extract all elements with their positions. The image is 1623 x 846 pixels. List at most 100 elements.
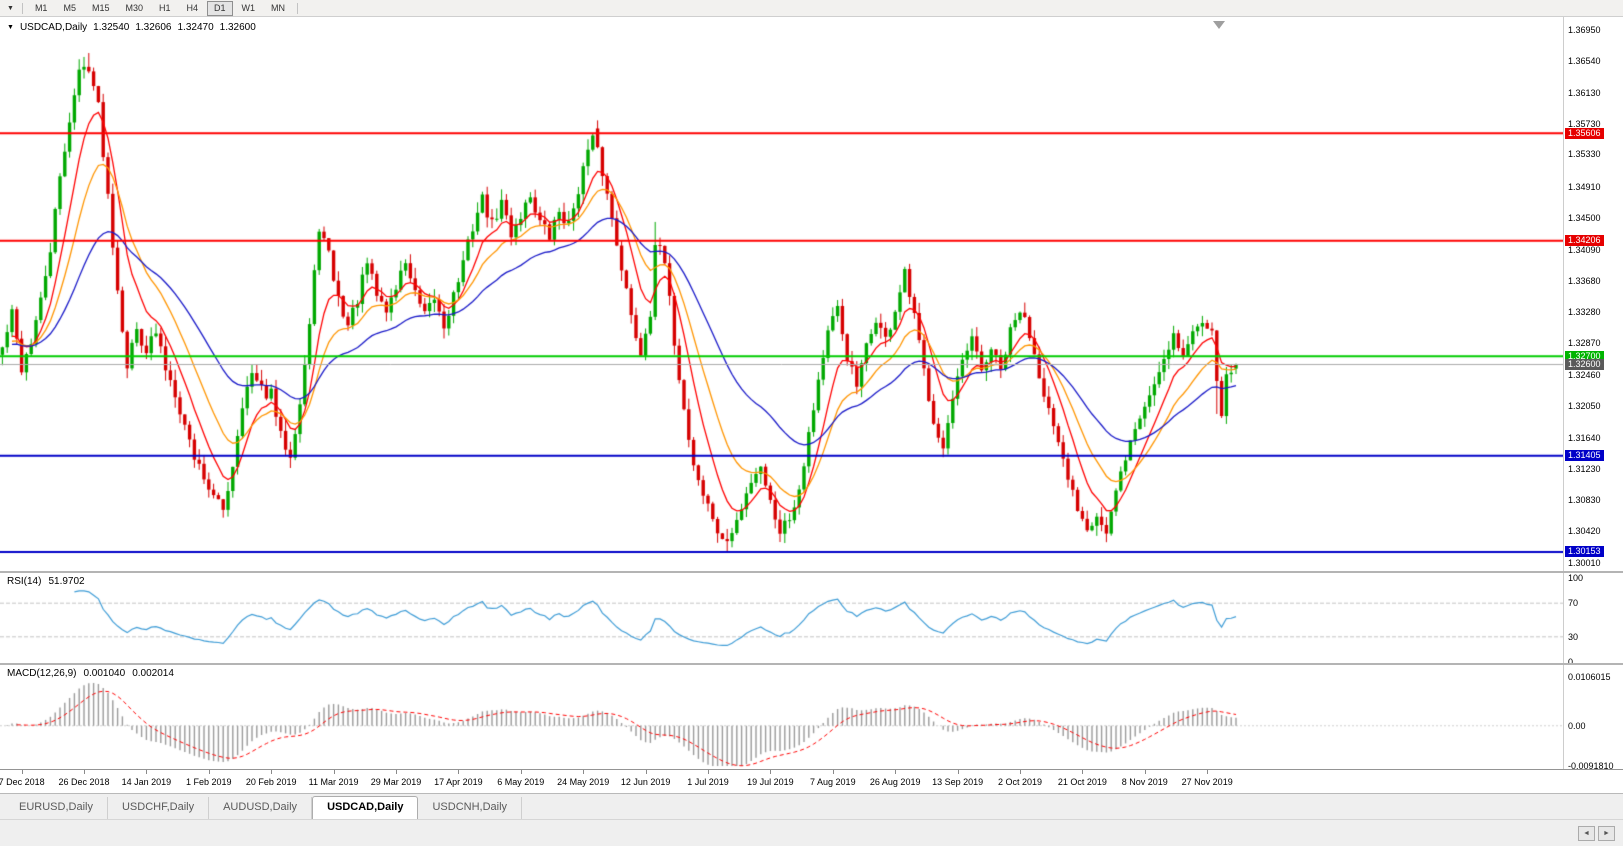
rsi-axis-tick: 30 [1568, 631, 1579, 642]
date-tick-mark [895, 770, 897, 774]
timeframe-buttons: M1 M5 M15 M30 H1 H4 D1 W1 MN [27, 0, 293, 16]
chart-tab-audusd[interactable]: AUDUSD,Daily [209, 797, 313, 819]
price-axis-tick: 1.33680 [1568, 276, 1601, 287]
macd-value-signal: 0.002014 [132, 668, 174, 679]
timeframe-toolbar: ▼ M1 M5 M15 M30 H1 H4 D1 W1 MN [0, 0, 1623, 17]
date-axis-label: 1 Feb 2019 [186, 777, 232, 787]
bottom-scrollbar: ◄ ► [0, 819, 1623, 846]
date-tick-mark [396, 770, 397, 774]
price-chart-canvas[interactable] [0, 17, 1563, 571]
date-axis-label: 13 Sep 2019 [932, 777, 984, 787]
date-tick-mark [271, 770, 273, 774]
macd-indicator-pane: MACD(12,26,9) 0.001040 0.002014 0.010601… [0, 665, 1623, 771]
timeframe-button-m15[interactable]: M15 [91, 2, 110, 13]
price-axis-tick: 1.35730 [1568, 118, 1601, 129]
chart-tab-usdcad[interactable]: USDCAD,Daily [312, 796, 419, 820]
macd-axis: 0.0106015 0.00 -0.0091810 [1563, 665, 1623, 771]
timeframe-button-m30[interactable]: M30 [125, 2, 143, 13]
scroll-right-button[interactable]: ► [1598, 826, 1615, 841]
date-tick-mark [458, 770, 460, 774]
chart-tab-bar: EURUSD,Daily USDCHF,Daily AUDUSD,Daily USDC… [0, 793, 1623, 820]
price-axis[interactable]: 1.36950 1.36540 1.36130 1.35730 1.35330 1.349… [1563, 17, 1623, 571]
chart-shift-marker-icon[interactable] [1213, 21, 1225, 29]
macd-axis-tick: 0.00 [1568, 720, 1586, 731]
date-axis-label: 7 Aug 2019 [810, 777, 856, 787]
date-axis-label: 20 Feb 2019 [245, 777, 297, 787]
date-axis-label: 14 Jan 2019 [121, 777, 172, 787]
date-axis-label: 21 Oct 2019 [1057, 777, 1107, 787]
rsi-axis-tick: 70 [1568, 598, 1579, 609]
date-axis-label: 19 Jul 2019 [747, 777, 794, 787]
date-axis-label: 17 Apr 2019 [434, 777, 483, 787]
price-axis-tick: 1.32870 [1568, 338, 1601, 349]
date-axis[interactable]: 7 Dec 2018 26 Dec 2018 14 Jan 2019 1 Feb 20… [0, 769, 1623, 793]
timeframe-button-w1[interactable]: W1 [241, 2, 256, 13]
price-tag: 1.30153 [1565, 546, 1604, 558]
date-tick-mark [832, 770, 834, 774]
chart-tab-eurusd[interactable]: EURUSD,Daily [5, 797, 108, 819]
date-tick-mark [1082, 770, 1084, 774]
chart-tab-usdcnh[interactable]: USDCNH,Daily [418, 797, 523, 819]
rsi-name: RSI(14) [7, 576, 42, 587]
date-axis-label: 1 Jul 2019 [687, 777, 729, 787]
main-chart-pane: ▼ USDCAD,Daily 1.32540 1.32606 1.32470 1… [0, 17, 1623, 571]
timeframe-button-m1[interactable]: M1 [34, 2, 48, 13]
macd-axis-tick: -0.0091810 [1568, 761, 1614, 771]
price-axis-tick: 1.34090 [1568, 244, 1601, 255]
date-tick-mark [1020, 770, 1021, 774]
price-tag: 1.31405 [1565, 450, 1604, 462]
date-axis-label: 8 Nov 2019 [1121, 777, 1168, 787]
date-tick-mark [146, 770, 148, 774]
scroll-left-button[interactable]: ◄ [1578, 826, 1595, 841]
timeframe-button-h1[interactable]: H1 [159, 2, 171, 13]
date-axis-label: 7 Dec 2018 [0, 777, 45, 787]
rsi-value: 51.9702 [48, 576, 85, 587]
date-axis-label: 27 Nov 2019 [1181, 777, 1233, 787]
chart-symbol-label: USDCAD,Daily [19, 22, 88, 33]
date-tick-mark [645, 770, 647, 774]
date-tick-mark [520, 770, 522, 774]
timeframe-button-h4[interactable]: H4 [186, 2, 199, 13]
date-axis-label: 11 Mar 2019 [308, 777, 359, 787]
price-axis-tick: 1.34910 [1568, 181, 1601, 192]
macd-indicator-canvas[interactable] [0, 665, 1563, 769]
rsi-indicator-canvas[interactable] [0, 573, 1563, 663]
date-tick-mark [583, 770, 585, 774]
price-axis-tick: 1.30420 [1568, 526, 1601, 537]
date-axis-label: 26 Dec 2018 [58, 777, 110, 787]
price-axis-tick: 1.32050 [1568, 401, 1601, 412]
price-axis-tick: 1.31230 [1568, 464, 1601, 475]
dropdown-arrow-icon[interactable]: ▼ [7, 4, 14, 12]
macd-label: MACD(12,26,9) 0.001040 0.002014 [7, 668, 174, 679]
date-axis-label: 2 Oct 2019 [997, 777, 1043, 787]
rsi-axis-tick: 0 [1568, 657, 1574, 667]
date-axis-label: 12 Jun 2019 [620, 777, 671, 787]
chart-tab-usdchf[interactable]: USDCHF,Daily [108, 797, 210, 819]
toolbar-separator [21, 2, 23, 14]
price-axis-tick: 1.31640 [1568, 432, 1601, 443]
price-axis-tick: 1.33280 [1568, 306, 1601, 317]
timeframe-button-m5[interactable]: M5 [63, 2, 76, 13]
panel-splitter[interactable] [0, 571, 1623, 573]
timeframe-button-mn[interactable]: MN [271, 2, 286, 13]
price-axis-tick: 1.36540 [1568, 56, 1601, 67]
price-tag: 1.34206 [1565, 235, 1604, 247]
date-axis-label: 26 Aug 2019 [869, 777, 921, 787]
date-tick-mark [1144, 770, 1146, 774]
chart-close-value: 1.32600 [219, 22, 256, 33]
date-axis-label: 6 May 2019 [497, 777, 545, 787]
chart-high-value: 1.32606 [135, 22, 172, 33]
timeframe-button-d1[interactable]: D1 [207, 0, 233, 16]
price-axis-tick: 1.30830 [1568, 494, 1601, 505]
date-tick-mark [957, 770, 959, 774]
panel-splitter[interactable] [0, 663, 1623, 665]
date-tick-mark [333, 770, 335, 774]
date-tick-mark [708, 770, 709, 774]
toolbar-separator [297, 2, 299, 14]
price-axis-tick: 1.35330 [1568, 149, 1601, 160]
price-axis-tick: 1.34500 [1568, 213, 1601, 224]
date-tick-mark [21, 770, 23, 774]
date-axis-label: 24 May 2019 [557, 777, 610, 787]
rs-indicator-pane: RSI(14) 51.9702 100 70 30 0 [0, 573, 1623, 667]
